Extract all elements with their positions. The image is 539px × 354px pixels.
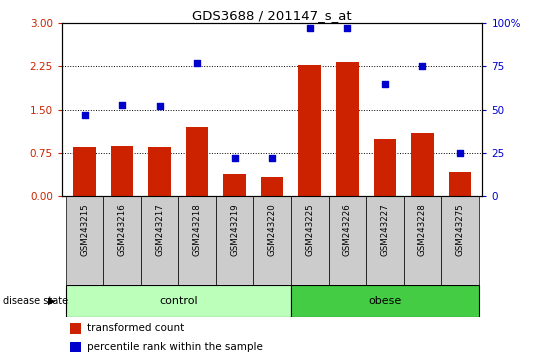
Text: GSM243215: GSM243215 xyxy=(80,204,89,256)
Point xyxy=(418,64,427,69)
Point xyxy=(155,103,164,109)
Point xyxy=(80,112,89,118)
Bar xyxy=(66,196,103,285)
Bar xyxy=(448,172,471,196)
Text: GSM243228: GSM243228 xyxy=(418,204,427,256)
Bar xyxy=(71,323,81,333)
Text: transformed count: transformed count xyxy=(87,323,184,333)
Bar xyxy=(223,175,246,196)
Text: control: control xyxy=(159,296,198,306)
Point xyxy=(230,155,239,161)
Bar xyxy=(291,196,328,285)
Point xyxy=(343,25,351,31)
Text: GSM243227: GSM243227 xyxy=(381,204,389,256)
Text: percentile rank within the sample: percentile rank within the sample xyxy=(87,342,263,352)
Bar xyxy=(66,285,291,317)
Bar xyxy=(374,139,396,196)
Text: GSM243219: GSM243219 xyxy=(230,204,239,256)
Title: GDS3688 / 201147_s_at: GDS3688 / 201147_s_at xyxy=(192,9,352,22)
Point xyxy=(118,102,126,107)
Bar xyxy=(71,342,81,352)
Point xyxy=(381,81,389,87)
Bar xyxy=(261,177,284,196)
Point xyxy=(306,25,314,31)
Bar xyxy=(148,147,171,196)
Bar xyxy=(441,196,479,285)
Bar xyxy=(404,196,441,285)
Bar xyxy=(253,196,291,285)
Text: GSM243218: GSM243218 xyxy=(192,204,202,256)
Bar xyxy=(111,145,133,196)
Bar xyxy=(291,285,479,317)
Bar xyxy=(103,196,141,285)
Bar xyxy=(141,196,178,285)
Text: GSM243217: GSM243217 xyxy=(155,204,164,256)
Text: GSM243275: GSM243275 xyxy=(455,204,465,256)
Text: obese: obese xyxy=(368,296,402,306)
Bar xyxy=(366,196,404,285)
Bar xyxy=(178,196,216,285)
Text: GSM243220: GSM243220 xyxy=(268,204,277,256)
Bar xyxy=(216,196,253,285)
Text: ▶: ▶ xyxy=(48,296,56,306)
Point xyxy=(193,60,202,66)
Text: GSM243216: GSM243216 xyxy=(118,204,127,256)
Point xyxy=(455,150,464,156)
Text: disease state: disease state xyxy=(3,296,68,306)
Bar xyxy=(328,196,366,285)
Bar xyxy=(73,147,96,196)
Text: GSM243226: GSM243226 xyxy=(343,204,352,256)
Text: GSM243225: GSM243225 xyxy=(305,204,314,256)
Bar xyxy=(186,127,209,196)
Bar xyxy=(336,62,358,196)
Point xyxy=(268,155,277,161)
Bar xyxy=(411,133,433,196)
Bar xyxy=(299,65,321,196)
